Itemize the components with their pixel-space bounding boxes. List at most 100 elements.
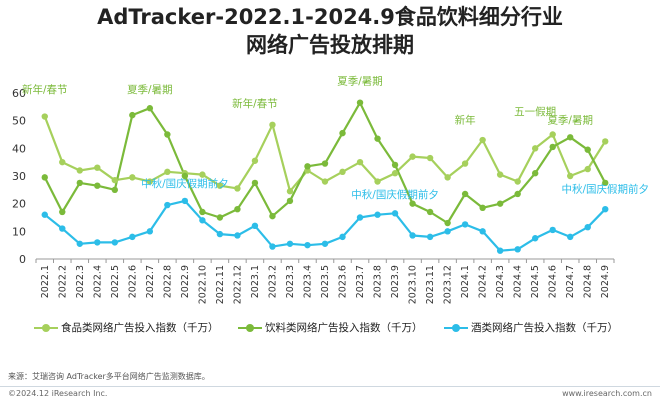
data-point [251,157,259,164]
data-point [479,228,486,235]
x-tick-label: 2024.7 [565,265,576,298]
data-point [286,188,294,195]
data-point [514,178,521,185]
x-tick-label: 2023.12 [443,265,454,304]
y-tick-label: 0 [19,253,26,266]
data-point [94,239,101,246]
legend-item-liquor: 酒类网络广告投入指数（千万） [444,320,618,335]
x-tick-label: 2024.3 [495,265,506,298]
data-point [129,111,136,119]
legend-label-liquor: 酒类网络广告投入指数（千万） [471,322,618,334]
data-point [356,214,364,221]
data-point [461,160,469,167]
legend-item-beverage: 饮料类网络广告投入指数（千万） [238,320,423,335]
annotation-label: 中秋/国庆假期前夕 [141,177,229,190]
x-tick-label: 2022.9 [180,265,191,298]
y-tick-label: 50 [12,115,26,128]
data-point [164,201,171,209]
data-point [391,210,399,217]
chart-title-line1: AdTracker-2022.1-2024.9食品饮料细分行业 [97,5,563,29]
x-tick-label: 2022.3 [75,265,86,298]
data-point [567,134,574,141]
data-point [216,182,224,189]
annotation-label: 夏季/暑期 [127,84,173,96]
data-point [356,158,364,166]
data-point [391,170,399,177]
annotation-label: 夏季/暑期 [337,76,383,88]
x-tick-label: 2023.10 [408,265,419,304]
legend-label-food: 食品类网络广告投入指数（千万） [61,322,219,334]
x-tick-label: 2023.2 [267,265,278,298]
data-point [426,154,434,162]
data-point [286,240,294,247]
data-point [94,182,101,189]
data-point [199,171,206,178]
data-point [444,228,451,235]
annotation-label: 中秋/国庆假期前夕 [351,188,439,201]
legend-swatch-liquor [444,323,468,333]
data-point [216,214,224,221]
data-point [164,168,171,176]
data-point [304,163,311,170]
data-point [146,178,154,185]
x-tick-label: 2022.2 [57,265,68,298]
data-point [339,233,346,241]
website-text: www.iresearch.com.cn [562,389,652,398]
x-tick-label: 2022.6 [127,265,138,298]
x-tick-label: 2022.5 [110,265,121,298]
data-point [94,164,101,171]
data-point [409,232,416,239]
data-point [549,226,556,234]
x-tick-label: 2024.8 [583,265,594,298]
data-point [286,197,294,205]
copyright-text: ©2024.12 iResearch Inc. [8,389,108,398]
data-point [409,200,416,207]
data-point [602,179,609,187]
x-tick-label: 2022.1 [40,265,51,298]
x-tick-label: 2023.3 [285,265,296,298]
data-point [216,230,224,238]
x-tick-label: 2022.10 [197,265,208,304]
legend-item-food: 食品类网络广告投入指数（千万） [34,320,219,335]
data-point [129,174,136,181]
footer-divider [0,386,660,387]
data-point [567,172,574,180]
x-tick-label: 2022.7 [145,265,156,298]
data-point [321,160,329,167]
x-tick-label: 2023.11 [425,265,436,304]
data-point [76,179,83,187]
data-point [461,221,469,228]
y-tick-label: 20 [12,198,26,211]
x-tick-label: 2023.8 [373,265,384,298]
data-point [549,131,556,138]
y-tick-label: 30 [12,170,26,183]
data-point [409,153,416,160]
data-point [111,239,119,246]
data-point [391,161,399,169]
data-point [269,243,276,250]
data-point [602,138,609,145]
data-point [111,176,119,184]
x-tick-label: 2023.9 [390,265,401,298]
x-tick-label: 2022.12 [232,265,243,304]
data-point [496,171,504,178]
x-tick-label: 2023.5 [320,265,331,298]
data-point [426,208,434,216]
annotation-label: 新年/春节 [232,97,278,110]
data-point [514,190,521,198]
annotation-label: 夏季/暑期 [547,114,593,126]
data-point [356,99,364,106]
data-point [496,200,504,207]
x-tick-label: 2024.4 [513,265,524,298]
data-point [584,165,591,173]
source-note: 来源：艾瑞咨询 AdTracker多平台网络广告监测数据库。 [8,372,210,381]
x-tick-label: 2024.5 [530,265,541,298]
data-point [234,206,241,213]
data-point [164,131,171,138]
x-tick-label: 2024.2 [478,265,489,298]
data-point [531,145,539,152]
data-point [76,167,83,174]
data-point [111,186,119,194]
annotation-label: 五一假期 [514,105,556,118]
x-tick-label: 2022.11 [215,265,226,304]
